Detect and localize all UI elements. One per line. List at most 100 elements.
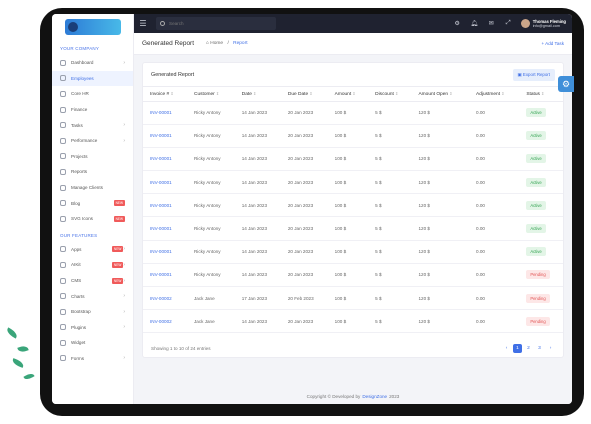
cell-invoice[interactable]: INV-00001 [143, 240, 187, 264]
sidebar-item-bootstrap[interactable]: Bootstrap › [52, 304, 133, 320]
table-row: INV-00001 Ricky Antony 14 Jan 2023 20 Jan 2… [143, 193, 563, 218]
column-header[interactable]: Due Date ⇕ [280, 87, 328, 102]
sidebar-item-reports[interactable]: Reports [52, 164, 133, 180]
cell-adjust: 0.00 [469, 170, 520, 195]
page-1-button[interactable]: 1 [513, 343, 522, 353]
cell-due: 20 Feb 2023 [280, 286, 328, 311]
sidebar-item-cms[interactable]: CMS NEW › [52, 273, 133, 289]
sidebar: YOUR COMPANY Dashboard › Employees Core HR F… [52, 14, 134, 404]
cell-invoice[interactable]: INV-00001 [143, 101, 187, 125]
column-header[interactable]: Customer ⇕ [186, 87, 235, 102]
column-header[interactable]: Invoice # ⇕ [143, 87, 187, 102]
cell-invoice[interactable]: INV-00001 [143, 170, 187, 195]
column-header[interactable]: Status ⇕ [519, 87, 563, 102]
expand-icon[interactable]: ⤢ [505, 20, 511, 26]
section-title-company: YOUR COMPANY [60, 46, 100, 51]
status-badge: Active [526, 154, 546, 164]
cell-due: 20 Jan 2023 [280, 240, 328, 264]
column-header-label: Status [526, 91, 540, 97]
cell-invoice[interactable]: INV-00002 [143, 286, 187, 311]
table-row: INV-00001 Ricky Antony 14 Jan 2023 20 Jan 2… [143, 263, 563, 288]
export-report-button[interactable]: ▣ Export Report [512, 68, 555, 81]
cell-invoice[interactable]: INV-00001 [143, 147, 187, 172]
theme-settings-button[interactable]: ⚙ [558, 76, 574, 92]
table-row: INV-00002 Jack Jane 14 Jan 2023 20 Jan 2023… [143, 309, 563, 334]
cell-date: 14 Jan 2023 [234, 124, 281, 148]
cell-invoice[interactable]: INV-00001 [143, 216, 187, 241]
cell-date: 17 Jan 2023 [234, 286, 281, 311]
menu-toggle-icon[interactable]: ☰ [139, 19, 147, 28]
sidebar-item-label: CMS [71, 278, 82, 284]
cell-status: Active [519, 216, 563, 241]
mail-icon[interactable]: ✉ [488, 21, 494, 27]
breadcrumb-home[interactable]: Home [210, 41, 224, 46]
cell-date: 14 Jan 2023 [234, 263, 281, 288]
cell-due: 20 Jan 2023 [280, 101, 328, 125]
cell-invoice[interactable]: INV-00002 [143, 309, 187, 334]
sidebar-item-finance[interactable]: Finance [52, 102, 133, 118]
sidebar-item-employees[interactable]: Employees [52, 70, 133, 87]
sidebar-item-plugins[interactable]: Plugins › [52, 320, 133, 336]
sidebar-item-charts[interactable]: Charts › [52, 288, 133, 304]
prev-page-button[interactable]: ‹ [505, 345, 508, 351]
cell-invoice[interactable]: INV-00001 [143, 124, 187, 148]
sidebar-item-manage-clients[interactable]: Manage Clients [52, 180, 133, 196]
column-header[interactable]: Date ⇕ [234, 87, 281, 102]
cell-date: 14 Jan 2023 [234, 101, 281, 125]
sort-icon: ⇕ [214, 90, 220, 96]
sidebar-item-performance[interactable]: Performance › [52, 133, 133, 149]
sort-icon: ⇕ [251, 90, 257, 96]
cell-adjust: 0.00 [469, 216, 520, 241]
column-header[interactable]: Amount Open ⇕ [411, 87, 470, 102]
column-header[interactable]: Amount ⇕ [327, 87, 369, 102]
bell-icon[interactable]: 🔔︎ [470, 21, 479, 27]
chevron-right-icon: › [123, 277, 125, 284]
export-icon: ▣ [517, 71, 523, 77]
home-icon[interactable]: ⌂ [206, 41, 209, 46]
cell-invoice[interactable]: INV-00001 [143, 263, 187, 288]
footer-brand-link[interactable]: DesignZone [362, 393, 388, 399]
search-box [156, 17, 276, 30]
page-2-button[interactable]: 2 [527, 345, 530, 351]
add-task-link[interactable]: + Add Task [541, 41, 564, 46]
cell-amount: 100 $ [327, 309, 369, 334]
forms-icon [60, 355, 66, 362]
sidebar-item-apps[interactable]: Apps NEW › [52, 242, 133, 258]
sidebar-item-svg-icons[interactable]: SVG Icons NEW [52, 211, 133, 227]
cell-status: Pending [519, 263, 563, 288]
cell-due: 20 Jan 2023 [280, 124, 328, 148]
cell-invoice[interactable]: INV-00001 [143, 193, 187, 218]
leaf-decoration [5, 327, 19, 339]
status-badge: Active [526, 177, 546, 187]
chevron-right-icon: › [123, 246, 125, 253]
user-menu[interactable]: Thomas Fleming info@gmail.com [520, 19, 566, 29]
sidebar-item-forms[interactable]: Forms › [52, 351, 133, 367]
column-header[interactable]: Adjustment ⇕ [469, 87, 520, 102]
sidebar-item-widget[interactable]: Widget [52, 335, 133, 351]
logo[interactable] [52, 14, 133, 40]
cell-customer: Jack Jane [186, 286, 235, 311]
page-3-button[interactable]: 3 [538, 345, 541, 351]
cell-adjust: 0.00 [469, 193, 520, 218]
column-header[interactable]: Discount ⇕ [368, 87, 412, 102]
sidebar-item-tasks[interactable]: Tasks › [52, 117, 133, 133]
sort-icon: ⇕ [393, 90, 399, 96]
sidebar-item-core-hr[interactable]: Core HR [52, 86, 133, 102]
search-input[interactable] [169, 21, 259, 26]
cell-discount: 5 $ [368, 101, 412, 125]
cell-customer: Ricky Antony [186, 263, 235, 288]
settings-icon[interactable]: ⚙ [454, 21, 460, 27]
cell-customer: Ricky Antony [186, 147, 235, 172]
sidebar-item-blog[interactable]: Blog NEW [52, 195, 133, 211]
cell-adjust: 0.00 [469, 309, 520, 334]
cell-amount: 100 $ [327, 147, 369, 172]
sidebar-item-label: Bootstrap [71, 309, 91, 315]
next-page-button[interactable]: › [549, 345, 552, 351]
sidebar-item-label: Performance [71, 138, 98, 144]
sidebar-item-projects[interactable]: Projects [52, 149, 133, 165]
cms-icon [60, 277, 66, 284]
sidebar-item-dashboard[interactable]: Dashboard › [52, 55, 133, 71]
sidebar-item-aikit[interactable]: AIKit NEW › [52, 257, 133, 273]
card-header: Generated Report ▣ Export Report [143, 63, 563, 87]
cell-status: Active [519, 124, 563, 148]
